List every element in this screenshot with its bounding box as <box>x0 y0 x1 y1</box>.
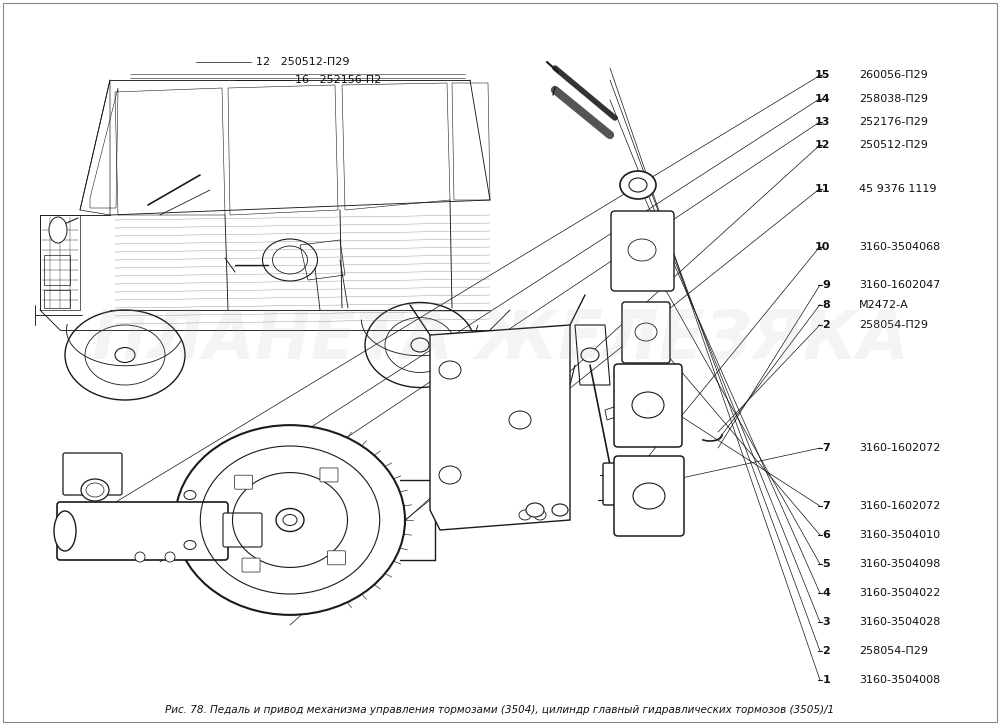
Text: 10: 10 <box>815 241 830 252</box>
Text: 3160-1602072: 3160-1602072 <box>859 501 940 511</box>
Ellipse shape <box>184 491 196 500</box>
Text: 3160-3504068: 3160-3504068 <box>859 241 940 252</box>
Text: 3160-1602047: 3160-1602047 <box>859 280 940 290</box>
Ellipse shape <box>49 217 67 243</box>
Text: 3160-3504008: 3160-3504008 <box>859 675 940 685</box>
Text: 258054-П29: 258054-П29 <box>859 646 928 656</box>
Text: 15: 15 <box>815 70 830 80</box>
Ellipse shape <box>519 510 531 520</box>
FancyBboxPatch shape <box>327 551 345 565</box>
Text: 14: 14 <box>814 94 830 104</box>
Text: 258054-П29: 258054-П29 <box>859 320 928 330</box>
Text: 3: 3 <box>822 617 830 627</box>
Ellipse shape <box>135 552 145 562</box>
Text: Рис. 78. Педаль и привод механизма управления тормозами (3504), цилиндр главный : Рис. 78. Педаль и привод механизма управ… <box>165 705 835 715</box>
Text: 1: 1 <box>822 675 830 685</box>
Ellipse shape <box>552 504 568 516</box>
Ellipse shape <box>534 510 546 520</box>
Text: 260056-П29: 260056-П29 <box>859 70 928 80</box>
FancyBboxPatch shape <box>223 513 262 547</box>
Ellipse shape <box>581 348 599 362</box>
FancyBboxPatch shape <box>614 456 684 536</box>
Ellipse shape <box>65 310 185 400</box>
Ellipse shape <box>620 171 656 199</box>
Text: ПЛАНЕТА ЖЕЛЕЗЯКА: ПЛАНЕТА ЖЕЛЕЗЯКА <box>92 307 908 373</box>
FancyBboxPatch shape <box>611 211 674 291</box>
Text: 12: 12 <box>814 140 830 150</box>
Text: 252176-П29: 252176-П29 <box>859 117 928 127</box>
Text: 258038-П29: 258038-П29 <box>859 94 928 104</box>
FancyBboxPatch shape <box>603 463 652 505</box>
Text: 4: 4 <box>822 588 830 598</box>
FancyBboxPatch shape <box>614 364 682 447</box>
Text: 13: 13 <box>815 117 830 127</box>
Text: 3160-1602072: 3160-1602072 <box>859 443 940 453</box>
Text: 3160-3504010: 3160-3504010 <box>859 530 940 540</box>
FancyBboxPatch shape <box>242 558 260 572</box>
Ellipse shape <box>175 425 405 615</box>
Text: 8: 8 <box>822 299 830 310</box>
Text: 9: 9 <box>822 280 830 290</box>
FancyBboxPatch shape <box>622 302 670 363</box>
FancyBboxPatch shape <box>320 468 338 482</box>
Text: 3160-3504098: 3160-3504098 <box>859 559 940 569</box>
Ellipse shape <box>165 552 175 562</box>
Text: 3160-3504022: 3160-3504022 <box>859 588 940 598</box>
Text: М2472-А: М2472-А <box>859 299 909 310</box>
Text: 16   252156-П2: 16 252156-П2 <box>295 75 381 85</box>
Text: 2: 2 <box>822 646 830 656</box>
Text: 45 9376 1119: 45 9376 1119 <box>859 183 936 194</box>
Text: 7: 7 <box>822 443 830 453</box>
Ellipse shape <box>276 508 304 531</box>
Text: 11: 11 <box>814 183 830 194</box>
Text: 12   250512-П29: 12 250512-П29 <box>256 57 350 67</box>
Text: 7: 7 <box>822 501 830 511</box>
Ellipse shape <box>184 541 196 550</box>
Ellipse shape <box>54 511 76 551</box>
Polygon shape <box>430 325 570 530</box>
Text: 2: 2 <box>822 320 830 330</box>
Text: 5: 5 <box>822 559 830 569</box>
FancyBboxPatch shape <box>63 453 122 495</box>
FancyBboxPatch shape <box>57 502 228 560</box>
Text: 250512-П29: 250512-П29 <box>859 140 928 150</box>
Ellipse shape <box>81 479 109 501</box>
Text: 3160-3504028: 3160-3504028 <box>859 617 940 627</box>
Text: 6: 6 <box>822 530 830 540</box>
Ellipse shape <box>526 503 544 517</box>
FancyBboxPatch shape <box>235 475 253 489</box>
Ellipse shape <box>365 302 475 387</box>
